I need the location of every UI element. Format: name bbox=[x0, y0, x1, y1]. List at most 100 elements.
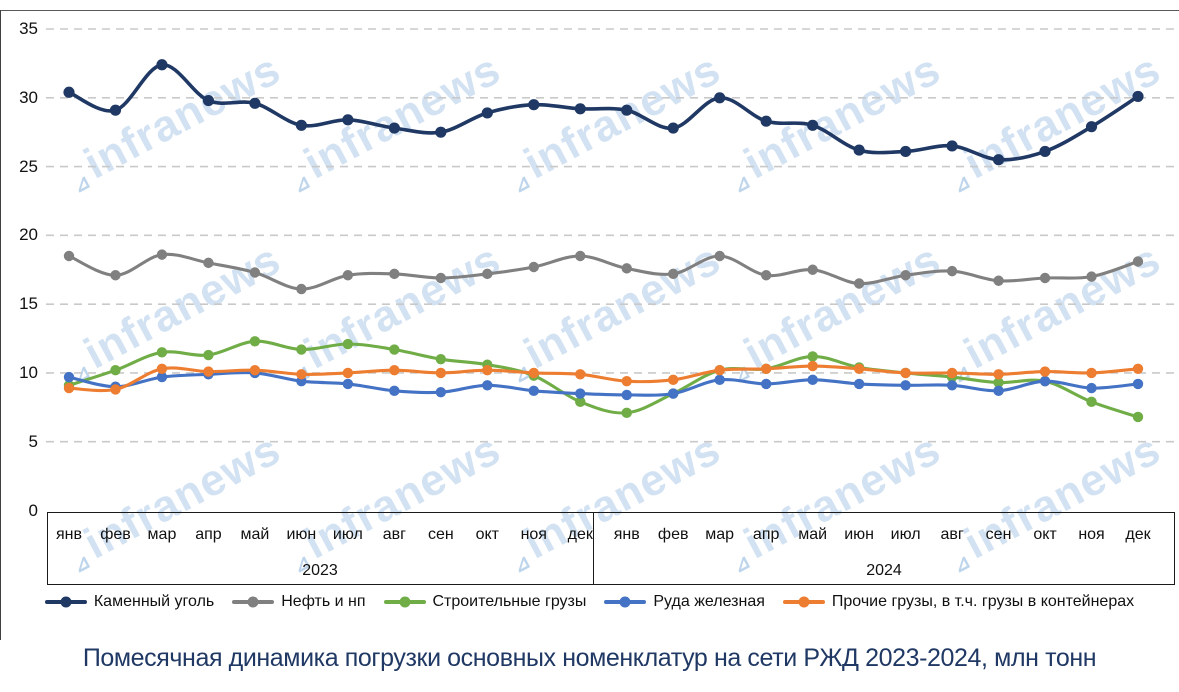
data-point bbox=[110, 270, 121, 281]
data-point bbox=[156, 249, 168, 260]
data-point bbox=[760, 363, 772, 375]
x-tick-label: фев bbox=[657, 526, 689, 543]
data-point bbox=[1039, 272, 1051, 284]
data-point bbox=[992, 154, 1005, 166]
data-point bbox=[435, 126, 447, 138]
legend-marker-dot bbox=[798, 596, 810, 608]
data-point bbox=[621, 104, 633, 116]
legend-marker bbox=[782, 596, 825, 608]
data-point bbox=[528, 99, 540, 111]
data-point bbox=[993, 275, 1004, 286]
data-point bbox=[1132, 363, 1144, 375]
data-point bbox=[342, 270, 354, 281]
data-point bbox=[202, 94, 215, 107]
data-point bbox=[203, 349, 214, 361]
data-point bbox=[853, 278, 865, 289]
data-point bbox=[1132, 90, 1144, 103]
y-tick-label: 30 bbox=[19, 87, 38, 107]
legend-item-0: Каменный уголь bbox=[44, 593, 214, 611]
data-point bbox=[528, 261, 539, 273]
data-point bbox=[668, 374, 679, 386]
data-point bbox=[388, 122, 400, 134]
chart-title: Помесячная динамика погрузки основных но… bbox=[82, 644, 1097, 672]
data-point bbox=[714, 92, 726, 104]
data-point bbox=[621, 407, 632, 419]
data-point bbox=[1086, 382, 1097, 394]
data-point bbox=[621, 263, 632, 274]
data-point bbox=[853, 144, 865, 156]
data-point bbox=[249, 364, 261, 376]
x-tick-label: ноя bbox=[520, 526, 547, 543]
data-point bbox=[714, 250, 725, 262]
data-point bbox=[807, 374, 818, 386]
data-point bbox=[760, 378, 772, 390]
data-point bbox=[575, 369, 586, 380]
data-point bbox=[481, 107, 493, 119]
data-point bbox=[574, 103, 586, 115]
data-point bbox=[714, 374, 725, 386]
data-point bbox=[156, 59, 168, 71]
data-point bbox=[1086, 271, 1097, 282]
data-point bbox=[389, 364, 400, 376]
x-tick-label: фев bbox=[100, 526, 131, 543]
series-line-0 bbox=[67, 63, 1140, 162]
data-point bbox=[109, 104, 122, 116]
data-point bbox=[63, 250, 75, 262]
data-point bbox=[482, 364, 493, 376]
data-point bbox=[714, 364, 725, 376]
x-tick-label: окт bbox=[475, 526, 499, 543]
data-point bbox=[1086, 396, 1097, 408]
data-point bbox=[296, 369, 307, 380]
data-point bbox=[853, 378, 865, 390]
x-tick-label: ноя bbox=[1078, 526, 1105, 543]
x-tick-label: май bbox=[240, 526, 270, 543]
data-point bbox=[295, 119, 307, 131]
data-point bbox=[156, 347, 168, 358]
data-point bbox=[621, 389, 632, 401]
chart-canvas bbox=[46, 28, 1177, 443]
data-point bbox=[63, 371, 75, 383]
data-point bbox=[946, 265, 958, 277]
data-point bbox=[389, 344, 400, 355]
y-tick-label: 5 bbox=[28, 431, 38, 451]
legend-item-3: Руда железная bbox=[604, 593, 765, 611]
legend-item-4: Прочие грузы, в т.ч. грузы в контейнерах bbox=[782, 593, 1134, 611]
data-point bbox=[946, 367, 958, 379]
data-point bbox=[342, 367, 354, 379]
data-point bbox=[807, 264, 818, 275]
x-tick-label: июл bbox=[332, 526, 363, 543]
data-point bbox=[296, 344, 307, 355]
year-label-2023: 2023 bbox=[302, 562, 338, 579]
chart-legend: Каменный уголь Нефть и нп Строительные гру… bbox=[0, 588, 1179, 616]
data-point bbox=[1132, 378, 1144, 390]
data-point bbox=[993, 369, 1004, 380]
data-point bbox=[203, 257, 214, 269]
data-point bbox=[668, 268, 679, 280]
data-point bbox=[528, 367, 539, 379]
data-point bbox=[760, 270, 772, 281]
x-tick-label: май bbox=[798, 526, 828, 543]
x-tick-label: авг bbox=[382, 526, 406, 543]
data-point bbox=[575, 396, 586, 408]
data-point bbox=[156, 371, 168, 383]
legend-marker bbox=[44, 596, 87, 608]
x-tick-label: июн bbox=[844, 526, 875, 543]
data-point bbox=[807, 119, 819, 131]
year-divider bbox=[593, 512, 594, 585]
data-point bbox=[900, 367, 911, 379]
data-point bbox=[807, 360, 818, 372]
data-point bbox=[853, 363, 865, 375]
data-point bbox=[249, 336, 261, 347]
data-point bbox=[900, 270, 911, 281]
y-tick-label: 20 bbox=[19, 225, 38, 245]
x-tick-label: мар bbox=[147, 526, 177, 543]
x-tick-label: июн bbox=[286, 526, 317, 543]
data-point bbox=[993, 385, 1004, 397]
data-point bbox=[900, 380, 911, 391]
x-tick-label: янв bbox=[613, 526, 640, 543]
y-tick-label: 0 bbox=[28, 500, 38, 520]
data-point bbox=[435, 272, 447, 284]
legend-marker-dot bbox=[247, 596, 259, 608]
data-point bbox=[667, 122, 679, 134]
